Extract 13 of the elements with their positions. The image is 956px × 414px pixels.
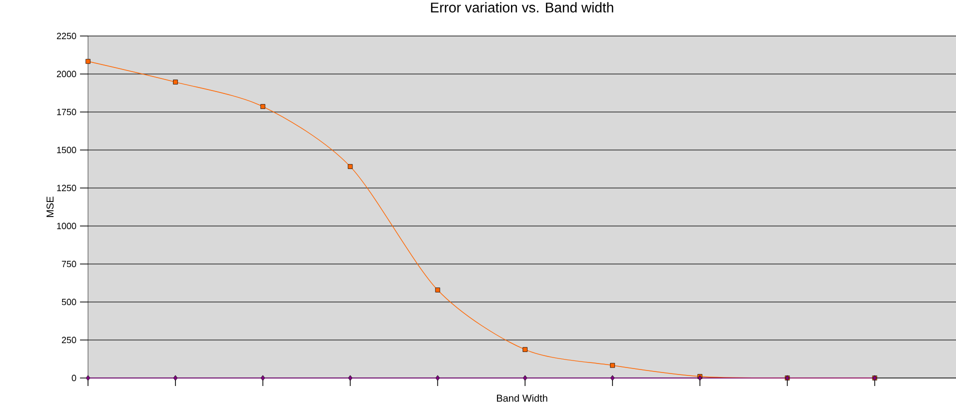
y-tick-label: 1500 [57,146,76,154]
y-tick-label: 250 [62,336,76,344]
y-tick-label: 1750 [57,108,76,116]
y-tick-label: 0 [72,374,76,382]
y-tick-label: 500 [62,298,76,306]
chart-title: Error variation vs. Band width [431,2,614,12]
x-axis-title: Band Width [496,394,548,402]
y-tick-label: 2000 [56,70,76,78]
y-tick-label: 2250 [56,32,76,40]
y-tick-label: 1250 [57,184,76,192]
y-tick-label: 1000 [57,222,76,230]
y-axis-title: MSE [46,196,54,218]
y-tick-label: 750 [62,260,76,268]
